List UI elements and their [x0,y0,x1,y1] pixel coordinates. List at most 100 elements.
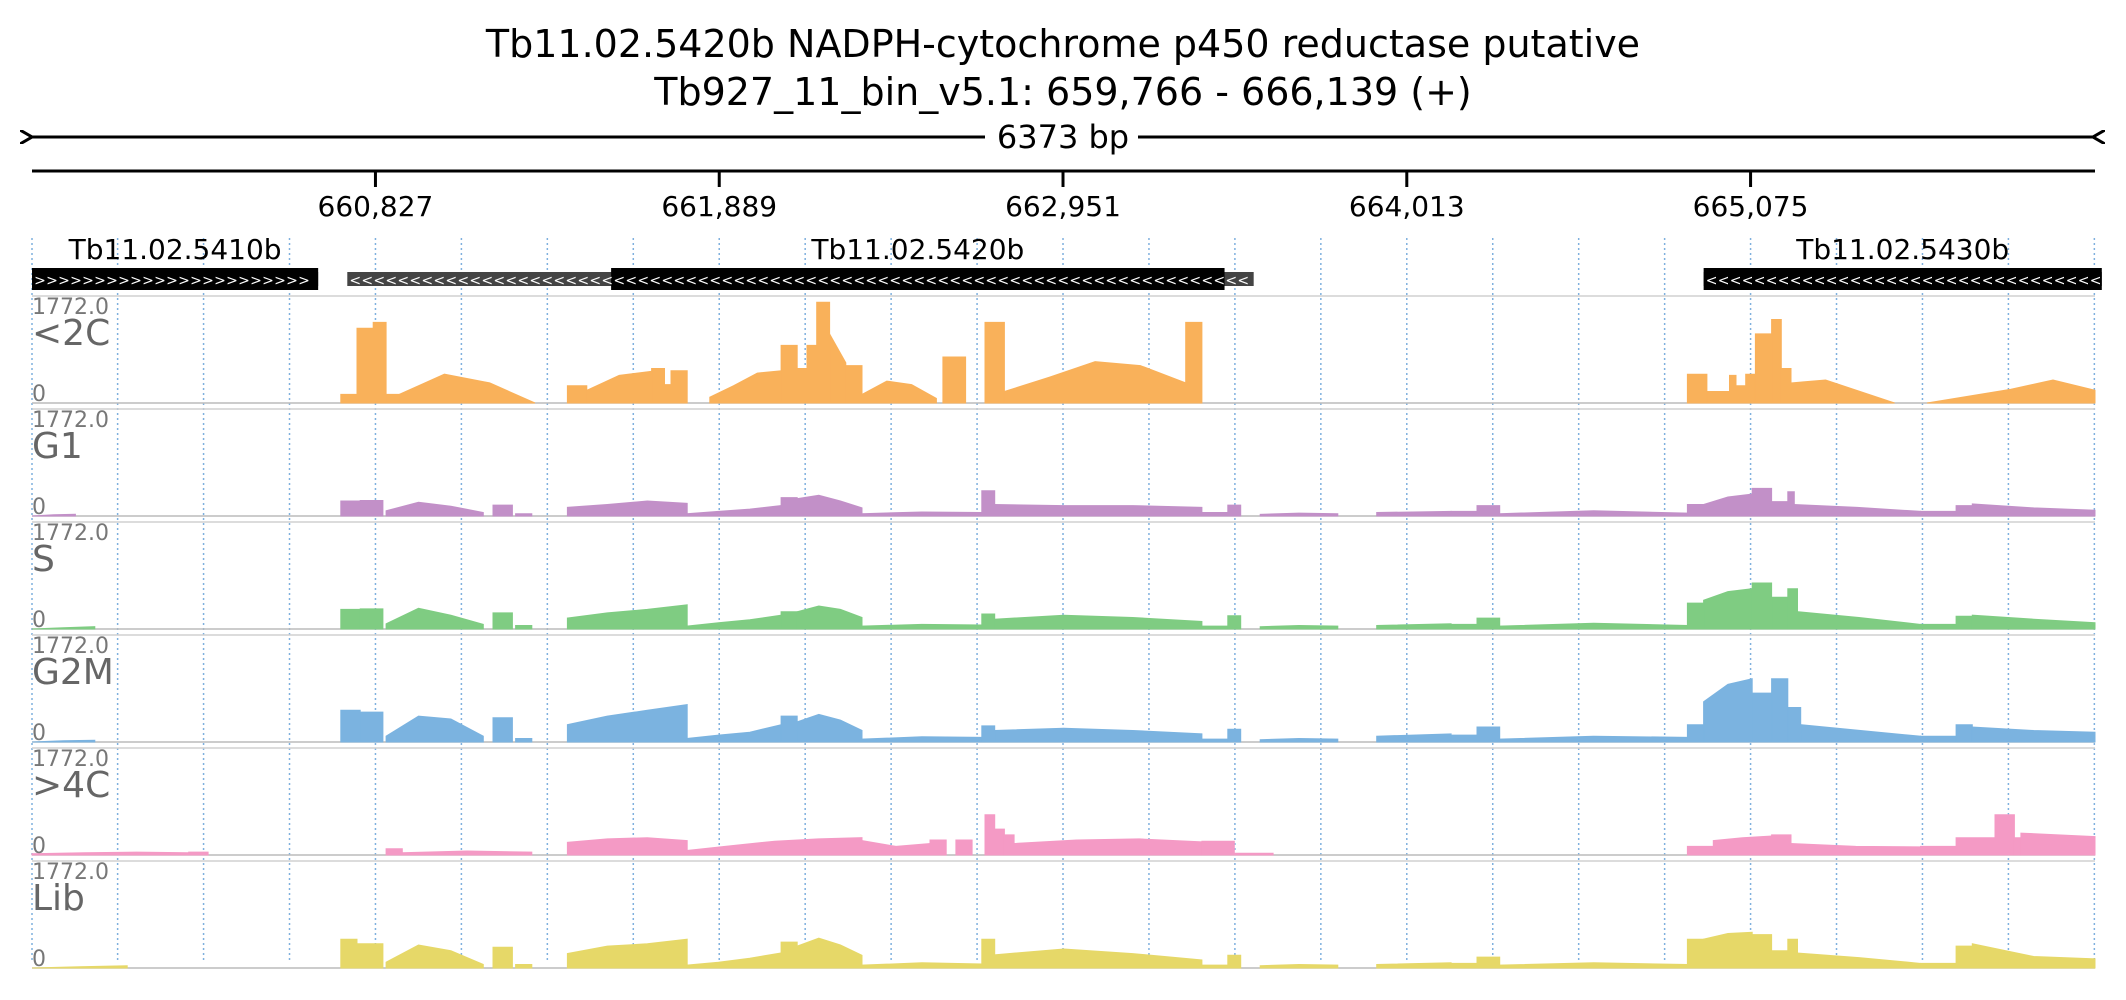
coverage-block-16 [1376,962,1452,969]
strand-arrow-icon: > [154,273,166,289]
coverage-block-26 [1745,373,1756,404]
gene-label: Tb11.02.5430b [1795,233,2009,266]
strand-arrow-icon: < [2030,273,2042,289]
strand-arrow-icon: < [613,273,625,289]
coverage-block-3 [385,393,400,404]
coverage-block-14 [816,301,831,404]
coverage-block-21 [1994,814,2015,856]
coverage-block-4 [492,504,513,517]
strand-arrow-icon: < [961,273,973,289]
span-indicator: 6373 bp [32,118,2093,156]
y-max-label: 1772.0 [32,634,109,659]
coverage-block-20 [1686,602,1705,630]
coverage-block-27 [1955,615,1973,630]
strand-arrow-icon: < [1790,273,1802,289]
coverage-block-29 [1780,368,1792,404]
coverage-block-19 [1920,845,1957,856]
strand-arrow-icon: < [1730,273,1742,289]
strand-arrow-icon: < [1177,273,1189,289]
strand-arrow-icon: < [2090,273,2102,289]
track-name: <2C [32,313,110,354]
strand-arrow-icon: < [1826,273,1838,289]
track-s: 1772.0S 0 [31,521,2096,633]
coverage-block-28 [1971,614,2096,630]
strand-arrow-icon: < [2066,273,2078,289]
y-max-label: 1772.0 [32,408,109,433]
y-max-label: 1772.0 [32,747,109,772]
strand-arrow-icon: < [1033,273,1045,289]
coverage-block-17 [861,380,937,404]
coverage-block-4 [398,373,536,404]
coverage-block-9 [984,814,996,856]
gene-label: Tb11.02.5420b [810,233,1024,266]
strand-arrow-icon: < [2054,273,2066,289]
strand-arrow-icon: < [2006,273,2018,289]
strand-arrow-icon: < [901,273,913,289]
coverage-block-8 [955,839,973,856]
coverage-block-9 [670,370,688,404]
coverage-block-4 [492,612,513,630]
y-min-label: 0 [32,834,46,859]
coverage-block-17 [1771,834,1792,856]
coverage-block-22 [2013,837,2022,856]
coverage-block-27 [1955,724,1973,743]
strand-arrow-icon: < [361,273,373,289]
coverage-block-12 [994,727,1203,743]
strand-arrow-icon: < [1706,273,1718,289]
coverage-block-7 [686,724,782,743]
coverage-block-8 [780,611,798,630]
coverage-block-7 [929,839,947,856]
coverage-block-10 [861,623,983,630]
gene-tb11-02-5430b: < < < < < < < < < < < < < < < < < < < < < < < < < < < < < < < < <Tb11.02… [1703,233,2102,290]
locus-label: Tb927_11_bin_v5.1: 659,766 - 666,139 (+) [653,70,1472,114]
strand-arrow-icon: < [865,273,877,289]
ruler-tick-label-4: 665,075 [1693,190,1809,223]
coverage-block-9 [796,605,863,630]
coverage-block-2 [372,321,387,404]
coverage-block-17 [1450,510,1478,517]
coverage-block-7 [686,952,782,969]
strand-arrow-icon: < [2078,273,2090,289]
coverage-block-21 [1703,493,1753,517]
strand-arrow-icon: > [34,273,46,289]
coverage-block-16 [1712,835,1773,856]
track-gt4c: 1772.0>4C 0 [31,747,2096,859]
strand-arrow-icon: < [2018,273,2030,289]
coverage-block-21 [1703,678,1753,743]
strand-arrow-icon: < [1021,273,1033,289]
coverage-block-25 [1735,385,1747,404]
strand-arrow-icon: < [745,273,757,289]
y-max-label: 1772.0 [32,295,109,320]
y-min-label: 0 [32,495,46,520]
coverage-block-9 [796,937,863,969]
strand-arrow-icon: < [733,273,745,289]
strand-arrow-icon: < [1105,273,1117,289]
strand-arrow-icon: < [709,273,721,289]
coverage-block-1 [340,709,361,743]
coverage-block-31 [1926,379,2096,404]
strand-arrow-icon: < [553,273,565,289]
coverage-block-8 [780,715,798,743]
strand-arrow-icon: < [1898,273,1910,289]
strand-arrow-icon: < [1141,273,1153,289]
strand-arrow-icon: < [493,273,505,289]
coverage-block-27 [1955,945,1973,969]
strand-arrow-icon: > [118,273,130,289]
coverage-block-8 [664,384,672,404]
coverage-block-5 [515,738,533,743]
coverage-block-28 [1971,726,2096,743]
strand-arrow-icon: < [1742,273,1754,289]
strand-arrow-icon: < [757,273,769,289]
ruler-tick-label-2: 662,951 [1005,190,1121,223]
coverage-block-14 [1233,852,1274,856]
coverage-block-18 [1476,617,1501,630]
strand-arrow-icon: < [793,273,805,289]
strand-arrow-icon: < [1165,273,1177,289]
strand-arrow-icon: < [421,273,433,289]
coverage-block-7 [686,505,782,517]
strand-arrow-icon: < [1946,273,1958,289]
strand-arrow-icon: < [577,273,589,289]
strand-arrow-icon: > [286,273,298,289]
strand-arrow-icon: > [166,273,178,289]
coordinate-ruler: 660,827 661,889 662,951 664,013 665,075 [32,169,2095,223]
